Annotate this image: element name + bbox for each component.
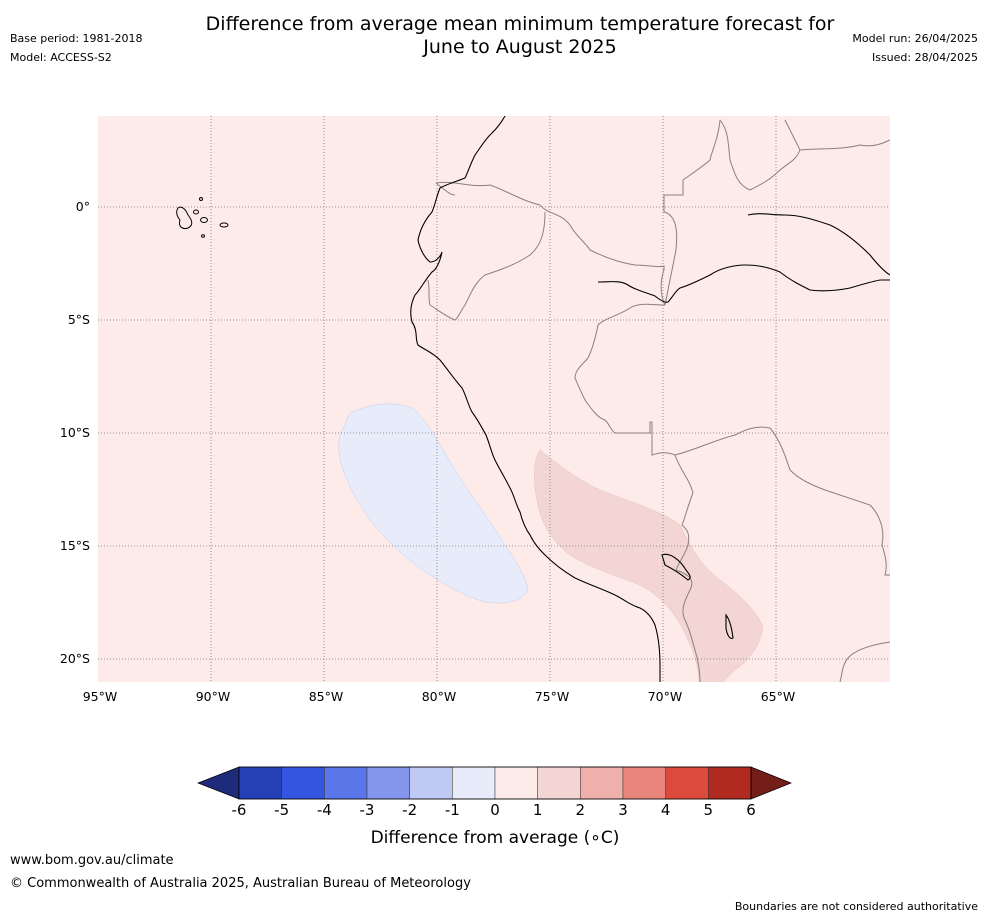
lon-label-85w: 85°W	[308, 689, 344, 704]
colorbar-segment	[409, 766, 453, 800]
lon-label-90w: 90°W	[195, 689, 231, 704]
model-run-text: Model run: 26/04/2025	[852, 32, 978, 45]
colorbar-tick-label: -5	[274, 801, 290, 819]
colorbar-tick-label: 3	[618, 801, 628, 819]
copyright-text: © Commonwealth of Australia 2025, Austra…	[10, 876, 471, 891]
base-period-text: Base period: 1981-2018	[10, 32, 143, 45]
graticule	[98, 116, 890, 682]
lon-label-65w: 65°W	[760, 689, 796, 704]
lon-label-95w: 95°W	[82, 689, 118, 704]
galapagos-islands	[176, 197, 229, 238]
colorbar-tick-label: 5	[703, 801, 714, 819]
lon-label-75w: 75°W	[534, 689, 570, 704]
coastline	[410, 116, 890, 682]
colorbar-extend-high	[750, 766, 792, 800]
colorbar-tick-label: -4	[316, 801, 332, 819]
issued-text: Issued: 28/04/2025	[871, 51, 978, 64]
lat-label-15s: 15°S	[59, 538, 90, 553]
lon-label-70w: 70°W	[647, 689, 683, 704]
colorbar-tick-label: 0	[490, 801, 500, 819]
colorbar-tick-label: -2	[402, 801, 418, 819]
colorbar	[197, 766, 792, 800]
positive-anomaly-region	[534, 449, 764, 682]
colorbar-segment	[452, 766, 496, 800]
negative-anomaly-region	[338, 403, 529, 604]
colorbar-segment	[494, 766, 538, 800]
lon-label-80w: 80°W	[421, 689, 457, 704]
country-borders	[427, 119, 890, 682]
colorbar-segment	[537, 766, 581, 800]
colorbar-tick-label: 6	[746, 801, 756, 819]
map-title: Difference from average mean minimum tem…	[140, 13, 900, 59]
title-line-1: Difference from average mean minimum tem…	[205, 13, 835, 35]
colorbar-segment	[238, 766, 282, 800]
title-line-2: June to August 2025	[423, 36, 617, 58]
colorbar-segment	[366, 766, 410, 800]
colorbar-outline	[238, 766, 752, 800]
model-text: Model: ACCESS-S2	[10, 51, 112, 64]
website-url[interactable]: www.bom.gov.au/climate	[10, 853, 174, 868]
colorbar-segment	[324, 766, 368, 800]
lat-label-5s: 5°S	[67, 312, 90, 327]
lat-label-10s: 10°S	[59, 425, 90, 440]
colorbar-segment	[665, 766, 709, 800]
lat-label-20s: 20°S	[59, 651, 90, 666]
colorbar-label: Difference from average (∘C)	[370, 828, 620, 848]
colorbar-segment	[281, 766, 325, 800]
colorbar-segment	[580, 766, 624, 800]
colorbar-tick-label: -1	[444, 801, 460, 819]
colorbar-tick-label: 4	[660, 801, 671, 819]
disclaimer-text: Boundaries are not considered authoritat…	[734, 900, 978, 913]
lat-label-0: 0°	[75, 199, 90, 214]
colorbar-tick-label: -3	[359, 801, 375, 819]
colorbar-extend-low	[197, 766, 240, 800]
colorbar-segment	[622, 766, 666, 800]
colorbar-tick-label: 2	[575, 801, 586, 819]
colorbar-segment	[708, 766, 752, 800]
colorbar-tick-label: 1	[532, 801, 543, 819]
colorbar-tick-label: -6	[231, 801, 247, 819]
